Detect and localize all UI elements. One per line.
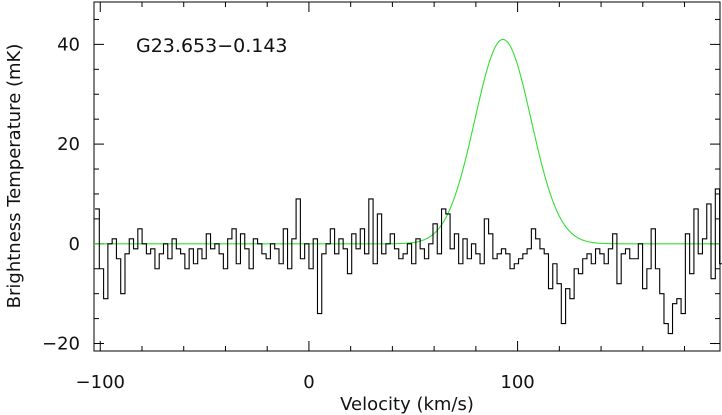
spectrum-step-line (95, 188, 722, 335)
y-tick-label: 40 (57, 34, 80, 55)
y-tick-label: 20 (57, 134, 80, 155)
x-tick-label: −100 (76, 372, 125, 393)
plot-frame (93, 1, 721, 352)
y-axis-title: Brightness Temperature (mK) (4, 44, 25, 309)
gaussian-fit-line (94, 38, 720, 245)
source-annotation: G23.653−0.143 (136, 35, 288, 57)
x-tick-label: 100 (500, 372, 534, 393)
x-axis-title: Velocity (km/s) (340, 394, 474, 415)
tick-labels: −100 0 100 −20 0 20 40 (42, 34, 535, 393)
x-tick-label: 0 (303, 372, 314, 393)
y-tick-label: −20 (42, 334, 80, 355)
y-tick-label: 0 (69, 234, 80, 255)
